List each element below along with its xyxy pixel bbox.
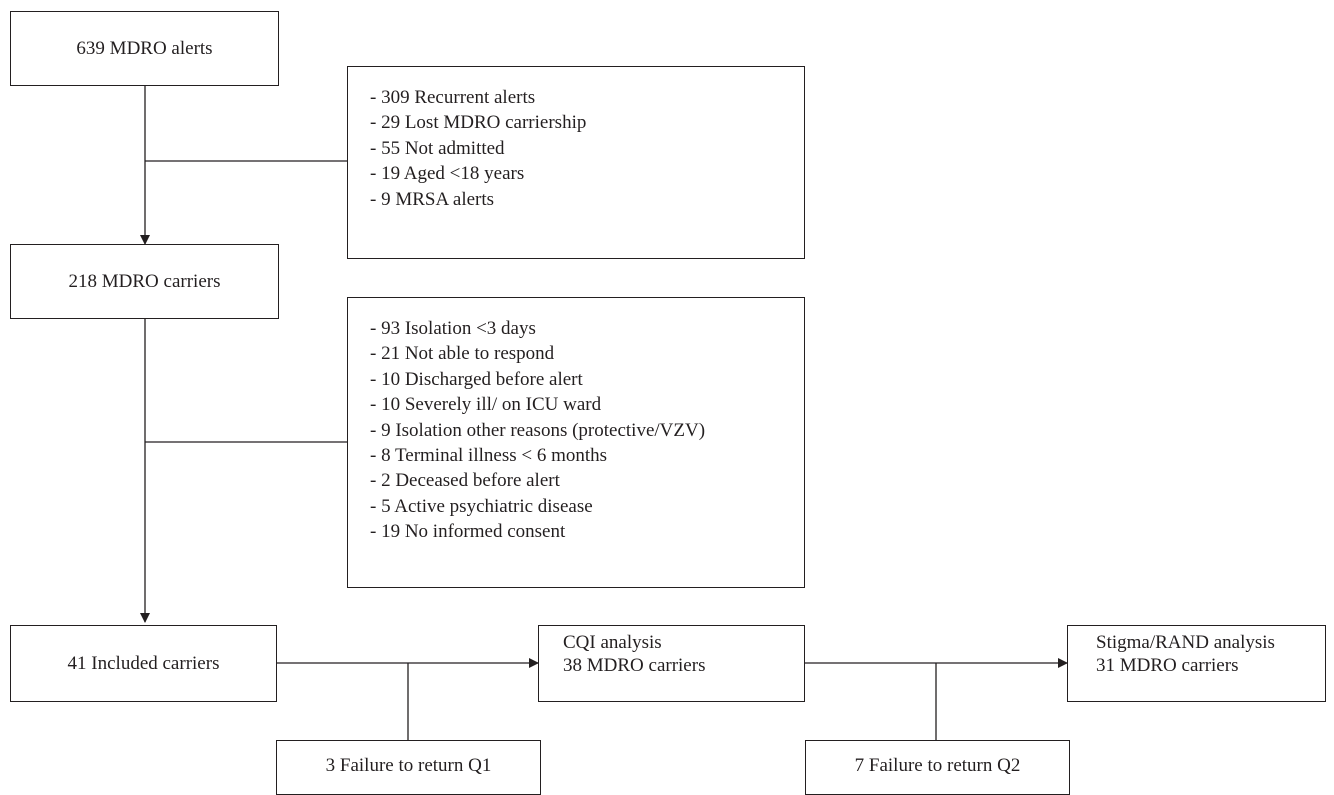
node-included-carriers: 41 Included carriers xyxy=(10,625,277,702)
node-stigma-count: 31 MDRO carriers xyxy=(1096,655,1239,676)
node-stigma-title: Stigma/RAND analysis xyxy=(1096,632,1275,653)
node-failure-q2: 7 Failure to return Q2 xyxy=(805,740,1070,795)
node-mdro-carriers: 218 MDRO carriers xyxy=(10,244,279,319)
exclusion-1-item: - 19 Aged <18 years xyxy=(370,163,525,185)
node-failure-q1: 3 Failure to return Q1 xyxy=(276,740,541,795)
exclusion-1-item: - 29 Lost MDRO carriership xyxy=(370,112,587,134)
exclusion-2-item: - 21 Not able to respond xyxy=(370,343,555,365)
exclusion-2-item: - 9 Isolation other reasons (protective/… xyxy=(370,419,706,441)
node-stigma-rand-analysis: Stigma/RAND analysis 31 MDRO carriers xyxy=(1067,625,1326,702)
exclusion-2-item: - 10 Severely ill/ on ICU ward xyxy=(370,394,602,416)
exclusion-1-item: - 309 Recurrent alerts xyxy=(370,87,536,108)
exclusion-1-item: - 55 Not admitted xyxy=(370,137,505,159)
exclusion-1-item: - 9 MRSA alerts xyxy=(370,188,495,210)
node-failure-q2-label: 7 Failure to return Q2 xyxy=(854,755,1021,776)
node-included-carriers-label: 41 Included carriers xyxy=(67,653,220,674)
node-cqi-count: 38 MDRO carriers xyxy=(563,655,706,676)
node-mdro-alerts-label: 639 MDRO alerts xyxy=(76,38,213,59)
exclusion-2-item: - 10 Discharged before alert xyxy=(370,368,583,390)
exclusion-2-item: - 2 Deceased before alert xyxy=(370,470,560,492)
exclusion-2-item: - 8 Terminal illness < 6 months xyxy=(370,445,608,467)
exclusion-box-1: - 309 Recurrent alerts - 29 Lost MDRO ca… xyxy=(347,66,805,259)
node-cqi-analysis: CQI analysis 38 MDRO carriers xyxy=(538,625,805,702)
exclusion-2-item: - 93 Isolation <3 days xyxy=(370,318,536,339)
node-cqi-title: CQI analysis xyxy=(563,632,662,653)
node-mdro-carriers-label: 218 MDRO carriers xyxy=(68,271,221,292)
exclusion-2-item: - 19 No informed consent xyxy=(370,521,566,543)
node-failure-q1-label: 3 Failure to return Q1 xyxy=(325,755,492,776)
exclusion-box-2: - 93 Isolation <3 days - 21 Not able to … xyxy=(347,297,805,588)
exclusion-2-item: - 5 Active psychiatric disease xyxy=(370,495,593,517)
node-mdro-alerts: 639 MDRO alerts xyxy=(10,11,279,86)
